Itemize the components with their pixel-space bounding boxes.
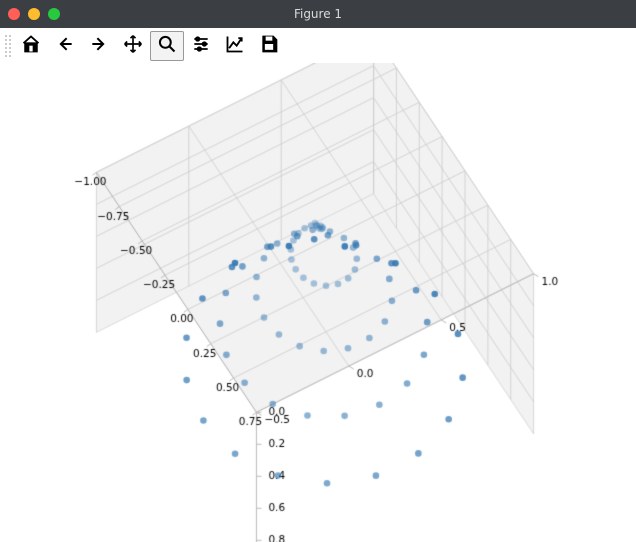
save-button[interactable]	[252, 31, 286, 61]
home-button[interactable]	[14, 31, 48, 61]
save-icon	[259, 34, 279, 58]
chart-line-icon	[225, 34, 245, 58]
subplots-button[interactable]	[184, 31, 218, 61]
3d-scatter-chart[interactable]	[0, 63, 636, 542]
move-icon	[123, 34, 143, 58]
arrow-left-icon	[55, 34, 75, 58]
window-controls	[8, 0, 60, 28]
window-title: Figure 1	[0, 7, 636, 21]
axes-button[interactable]	[218, 31, 252, 61]
titlebar: Figure 1	[0, 0, 636, 28]
toolbar	[0, 28, 636, 63]
home-icon	[21, 34, 41, 58]
pan-button[interactable]	[116, 31, 150, 61]
plot-area	[0, 63, 636, 542]
arrow-right-icon	[89, 34, 109, 58]
maximize-icon[interactable]	[48, 8, 60, 20]
zoom-button[interactable]	[150, 31, 184, 61]
close-icon[interactable]	[8, 8, 20, 20]
sliders-icon	[191, 34, 211, 58]
minimize-icon[interactable]	[28, 8, 40, 20]
zoom-icon	[157, 34, 177, 58]
toolbar-grip-icon	[4, 34, 12, 58]
forward-button[interactable]	[82, 31, 116, 61]
figure-window: Figure 1	[0, 0, 636, 542]
back-button[interactable]	[48, 31, 82, 61]
